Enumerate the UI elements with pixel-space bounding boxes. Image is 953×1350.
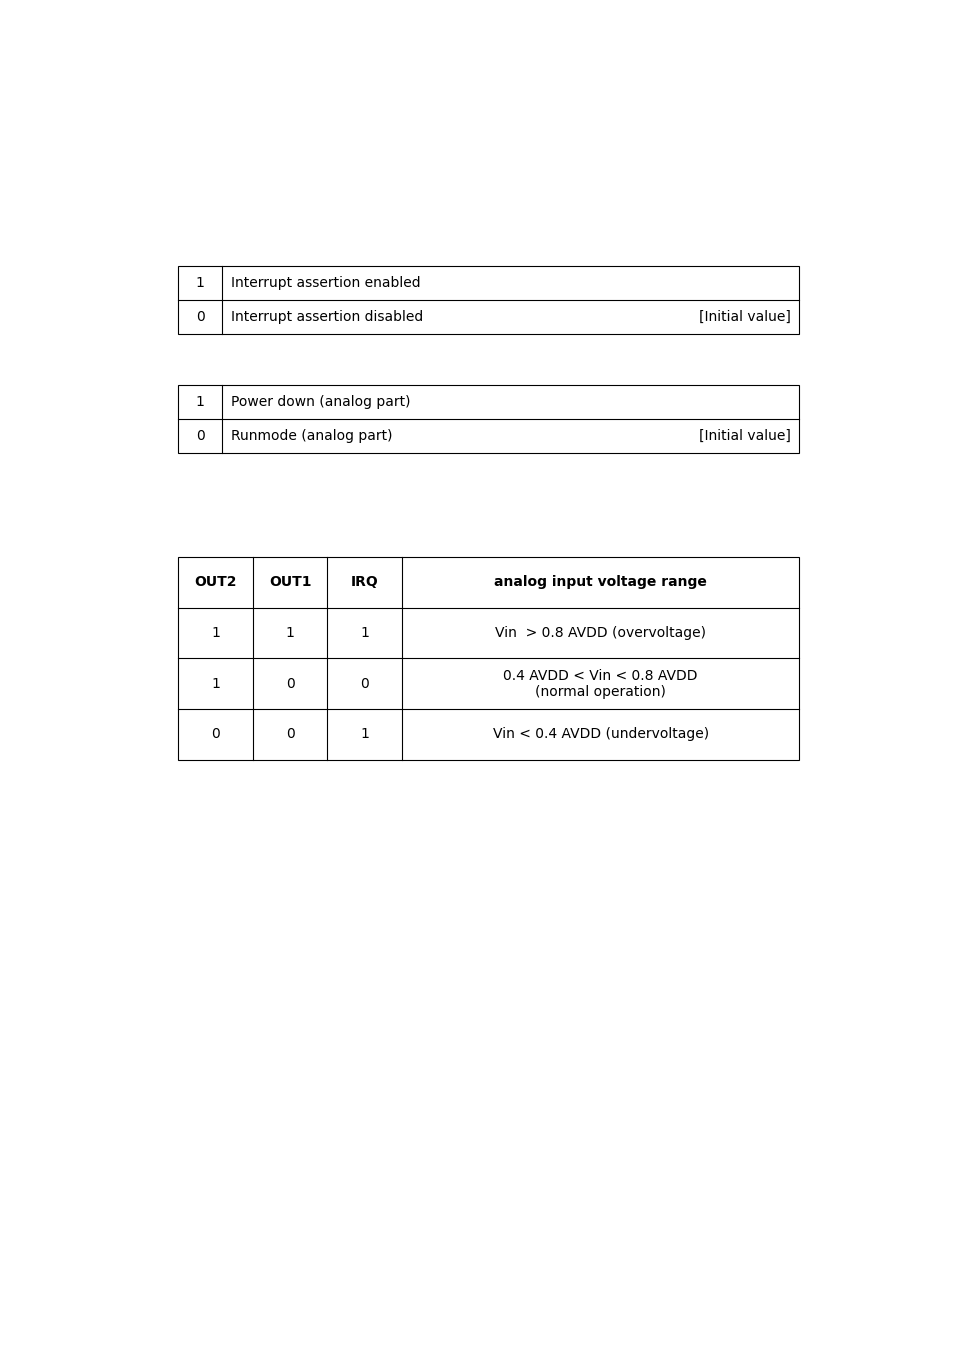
Text: OUT1: OUT1 (269, 575, 311, 590)
Text: 0: 0 (211, 728, 220, 741)
Text: OUT2: OUT2 (194, 575, 236, 590)
Bar (178, 386, 799, 454)
Text: 1: 1 (286, 626, 294, 640)
Text: analog input voltage range: analog input voltage range (494, 575, 706, 590)
Text: IRQ: IRQ (351, 575, 378, 590)
Text: Runmode (analog part): Runmode (analog part) (231, 429, 392, 443)
Text: 1: 1 (360, 626, 369, 640)
Text: Vin  > 0.8 AVDD (overvoltage): Vin > 0.8 AVDD (overvoltage) (495, 626, 705, 640)
Text: 0: 0 (286, 676, 294, 691)
Text: 0.4 AVDD < Vin < 0.8 AVDD
(normal operation): 0.4 AVDD < Vin < 0.8 AVDD (normal operat… (503, 668, 698, 699)
Text: Interrupt assertion enabled: Interrupt assertion enabled (231, 275, 420, 290)
Text: [Initial value]: [Initial value] (698, 309, 790, 324)
Text: 1: 1 (195, 275, 204, 290)
Text: 1: 1 (360, 728, 369, 741)
Text: 1: 1 (211, 626, 220, 640)
Bar (178, 558, 799, 760)
Text: Interrupt assertion disabled: Interrupt assertion disabled (231, 309, 422, 324)
Text: Vin < 0.4 AVDD (undervoltage): Vin < 0.4 AVDD (undervoltage) (492, 728, 708, 741)
Text: 1: 1 (195, 396, 204, 409)
Text: 0: 0 (286, 728, 294, 741)
Text: [Initial value]: [Initial value] (698, 429, 790, 443)
Text: Power down (analog part): Power down (analog part) (231, 396, 410, 409)
Text: 0: 0 (360, 676, 369, 691)
Bar (178, 266, 799, 333)
Text: 1: 1 (211, 676, 220, 691)
Text: 0: 0 (195, 309, 204, 324)
Text: 0: 0 (195, 429, 204, 443)
